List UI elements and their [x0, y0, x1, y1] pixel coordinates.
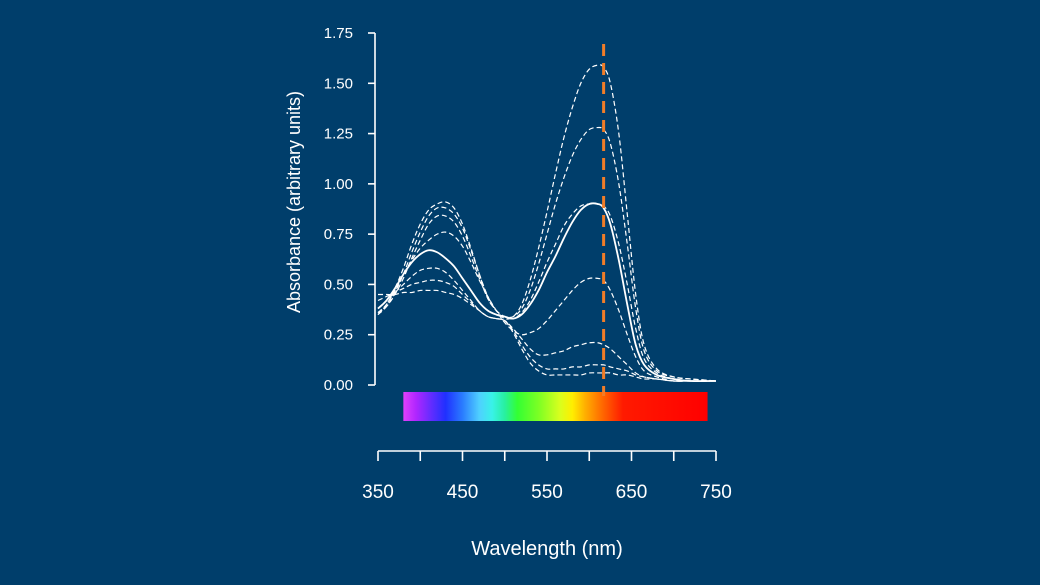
series-line-4	[377, 202, 717, 383]
y-tick-label: 1.00	[324, 176, 353, 193]
series-line-3	[377, 203, 717, 382]
y-tick-label: 0.75	[324, 226, 353, 243]
x-tick-label: 650	[616, 482, 648, 503]
y-tick-label: 1.50	[324, 75, 353, 92]
x-tick-label: 550	[531, 482, 563, 503]
y-tick-label: 0.00	[324, 377, 353, 394]
x-tick-label: 750	[700, 482, 732, 503]
series-line-5	[377, 231, 716, 382]
series-group	[377, 64, 717, 383]
x-tick-label: 350	[362, 482, 394, 503]
x-axis-label: Wavelength (nm)	[471, 538, 623, 560]
y-tick-label: 1.25	[324, 126, 353, 143]
y-tick-label: 0.50	[324, 276, 353, 293]
series-line-1	[377, 64, 717, 382]
x-tick-label: 450	[447, 482, 479, 503]
series-line-8	[378, 289, 716, 382]
spectrum-bar	[403, 392, 708, 421]
y-axis-label: Absorbance (arbitrary units)	[284, 91, 304, 313]
x-axis: 350 450 550 650 750	[362, 450, 732, 503]
series-line-7	[377, 279, 716, 382]
y-tick-label: 1.75	[324, 25, 353, 42]
y-tick-label: 0.25	[324, 327, 353, 344]
y-axis: 0.00 0.25 0.50 0.75 1.00 1.25 1.50 1.75	[324, 25, 376, 394]
series-line-6	[377, 267, 716, 382]
series-line-2	[377, 126, 717, 382]
